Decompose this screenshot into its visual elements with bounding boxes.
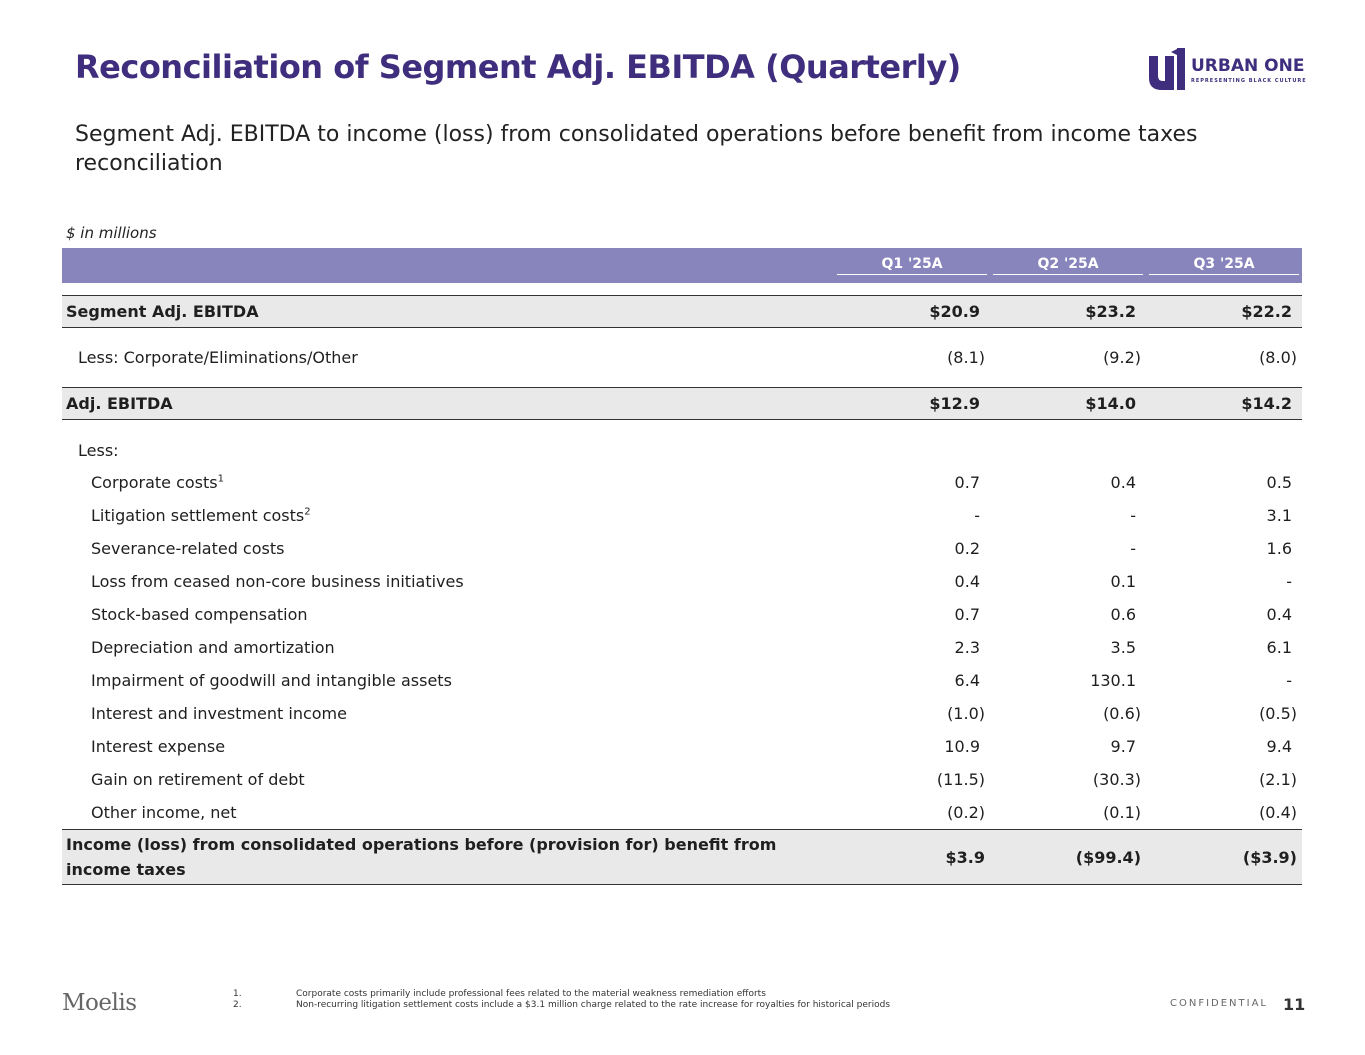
row-value: 0.1: [1110, 572, 1136, 591]
table-row: Gain on retirement of debt (11.5) (30.3)…: [62, 763, 1302, 796]
reconciliation-table: Q1 '25A Q2 '25A Q3 '25A Segment Adj. EBI…: [62, 248, 1302, 885]
row-value: 9.7: [1110, 737, 1136, 756]
footnote: 1. Corporate costs primarily include pro…: [233, 989, 890, 1000]
row-value: 2.3: [954, 638, 980, 657]
row-label: Litigation settlement costs2: [91, 506, 311, 525]
row-label: Depreciation and amortization: [91, 638, 335, 657]
row-value: 0.5: [1266, 473, 1292, 492]
row-value: (2.1): [1259, 770, 1297, 789]
urban-one-logo: URBAN ONE REPRESENTING BLACK CULTURE: [1147, 48, 1307, 90]
row-label: Corporate costs1: [91, 473, 224, 492]
table-row: Less:: [62, 434, 1302, 466]
column-header-q1: Q1 '25A: [837, 256, 987, 275]
table-row: Litigation settlement costs2 - - 3.1: [62, 499, 1302, 532]
row-value: 0.2: [954, 539, 980, 558]
unit-note: $ in millions: [66, 224, 157, 242]
footnote-text: Corporate costs primarily include profes…: [296, 989, 766, 999]
logo-wordmark: URBAN ONE: [1191, 56, 1305, 76]
row-value: -: [1130, 506, 1136, 525]
row-value: -: [974, 506, 980, 525]
row-value: 0.4: [1110, 473, 1136, 492]
row-value: $23.2: [1085, 302, 1136, 321]
row-value: 0.4: [954, 572, 980, 591]
row-value: 130.1: [1090, 671, 1136, 690]
row-value: $12.9: [929, 394, 980, 413]
footnotes: 1. Corporate costs primarily include pro…: [233, 989, 890, 1011]
row-value: 0.7: [954, 605, 980, 624]
row-value: (11.5): [936, 770, 985, 789]
row-value: 0.7: [954, 473, 980, 492]
table-row: Stock-based compensation 0.7 0.6 0.4: [62, 598, 1302, 631]
table-row: Interest expense 10.9 9.7 9.4: [62, 730, 1302, 763]
table-row: Interest and investment income (1.0) (0.…: [62, 697, 1302, 730]
page-subtitle: Segment Adj. EBITDA to income (loss) fro…: [75, 122, 1198, 176]
row-value: (0.4): [1259, 803, 1297, 822]
row-label: Interest expense: [91, 737, 226, 756]
footnote-text: Non-recurring litigation settlement cost…: [296, 1000, 891, 1010]
row-label: Other income, net: [91, 803, 237, 822]
footnote: 2. Non-recurring litigation settlement c…: [233, 1000, 890, 1011]
moelis-logo: Moelis: [62, 990, 137, 1016]
row-label: Segment Adj. EBITDA: [66, 302, 259, 321]
row-value: 1.6: [1266, 539, 1292, 558]
table-row: Income (loss) from consolidated operatio…: [62, 829, 1302, 885]
row-value: 3.1: [1266, 506, 1292, 525]
table-row: Other income, net (0.2) (0.1) (0.4): [62, 796, 1302, 829]
column-header-q3: Q3 '25A: [1149, 256, 1299, 275]
table-row: Corporate costs1 0.7 0.4 0.5: [62, 466, 1302, 499]
row-label: Impairment of goodwill and intangible as…: [91, 671, 452, 690]
table-row: Severance-related costs 0.2 - 1.6: [62, 532, 1302, 565]
row-value: $14.0: [1085, 394, 1136, 413]
row-label: Less:: [78, 440, 119, 460]
table-row: Loss from ceased non-core business initi…: [62, 565, 1302, 598]
row-label: Interest and investment income: [91, 704, 347, 723]
row-label: Loss from ceased non-core business initi…: [91, 572, 464, 591]
table-row: Less: Corporate/Eliminations/Other (8.1)…: [62, 328, 1302, 387]
footnote-number: 1.: [233, 989, 242, 999]
row-label: Stock-based compensation: [91, 605, 308, 624]
table-row: Impairment of goodwill and intangible as…: [62, 664, 1302, 697]
row-value: 6.4: [954, 671, 980, 690]
row-label: Income (loss) from consolidated operatio…: [66, 835, 777, 879]
row-value: (30.3): [1092, 770, 1141, 789]
row-value: (9.2): [1103, 348, 1141, 367]
page-number: 11: [1283, 995, 1306, 1014]
table-row: Depreciation and amortization 2.3 3.5 6.…: [62, 631, 1302, 664]
row-label: Adj. EBITDA: [66, 394, 173, 413]
row-value: -: [1130, 539, 1136, 558]
table-header: Q1 '25A Q2 '25A Q3 '25A: [62, 248, 1302, 283]
row-value: (0.1): [1103, 803, 1141, 822]
row-value: $14.2: [1241, 394, 1292, 413]
page-title: Reconciliation of Segment Adj. EBITDA (Q…: [75, 48, 961, 86]
row-value: (0.5): [1259, 704, 1297, 723]
row-value: 6.1: [1266, 638, 1292, 657]
column-header-q2: Q2 '25A: [993, 256, 1143, 275]
row-value: $22.2: [1241, 302, 1292, 321]
row-value: ($3.9): [1242, 847, 1297, 867]
row-value: (1.0): [947, 704, 985, 723]
row-value: (8.1): [947, 348, 985, 367]
table-row: Segment Adj. EBITDA $20.9 $23.2 $22.2: [62, 295, 1302, 328]
row-value: -: [1286, 572, 1292, 591]
u1-logo-icon: [1149, 48, 1185, 90]
row-value: $20.9: [929, 302, 980, 321]
row-label: Less: Corporate/Eliminations/Other: [78, 348, 358, 367]
row-label: Severance-related costs: [91, 539, 285, 558]
row-value: ($99.4): [1075, 847, 1141, 867]
row-value: 9.4: [1266, 737, 1292, 756]
row-value: (0.2): [947, 803, 985, 822]
row-value: (8.0): [1259, 348, 1297, 367]
footnote-number: 2.: [233, 1000, 242, 1010]
row-value: 3.5: [1110, 638, 1136, 657]
logo-tagline: REPRESENTING BLACK CULTURE: [1191, 78, 1307, 84]
row-value: 0.4: [1266, 605, 1292, 624]
row-label: Gain on retirement of debt: [91, 770, 305, 789]
table-row: Adj. EBITDA $12.9 $14.0 $14.2: [62, 387, 1302, 420]
confidential-label: CONFIDENTIAL: [1170, 998, 1269, 1009]
row-value: -: [1286, 671, 1292, 690]
row-value: 0.6: [1110, 605, 1136, 624]
row-value: $3.9: [945, 847, 985, 867]
row-value: (0.6): [1103, 704, 1141, 723]
row-value: 10.9: [944, 737, 980, 756]
